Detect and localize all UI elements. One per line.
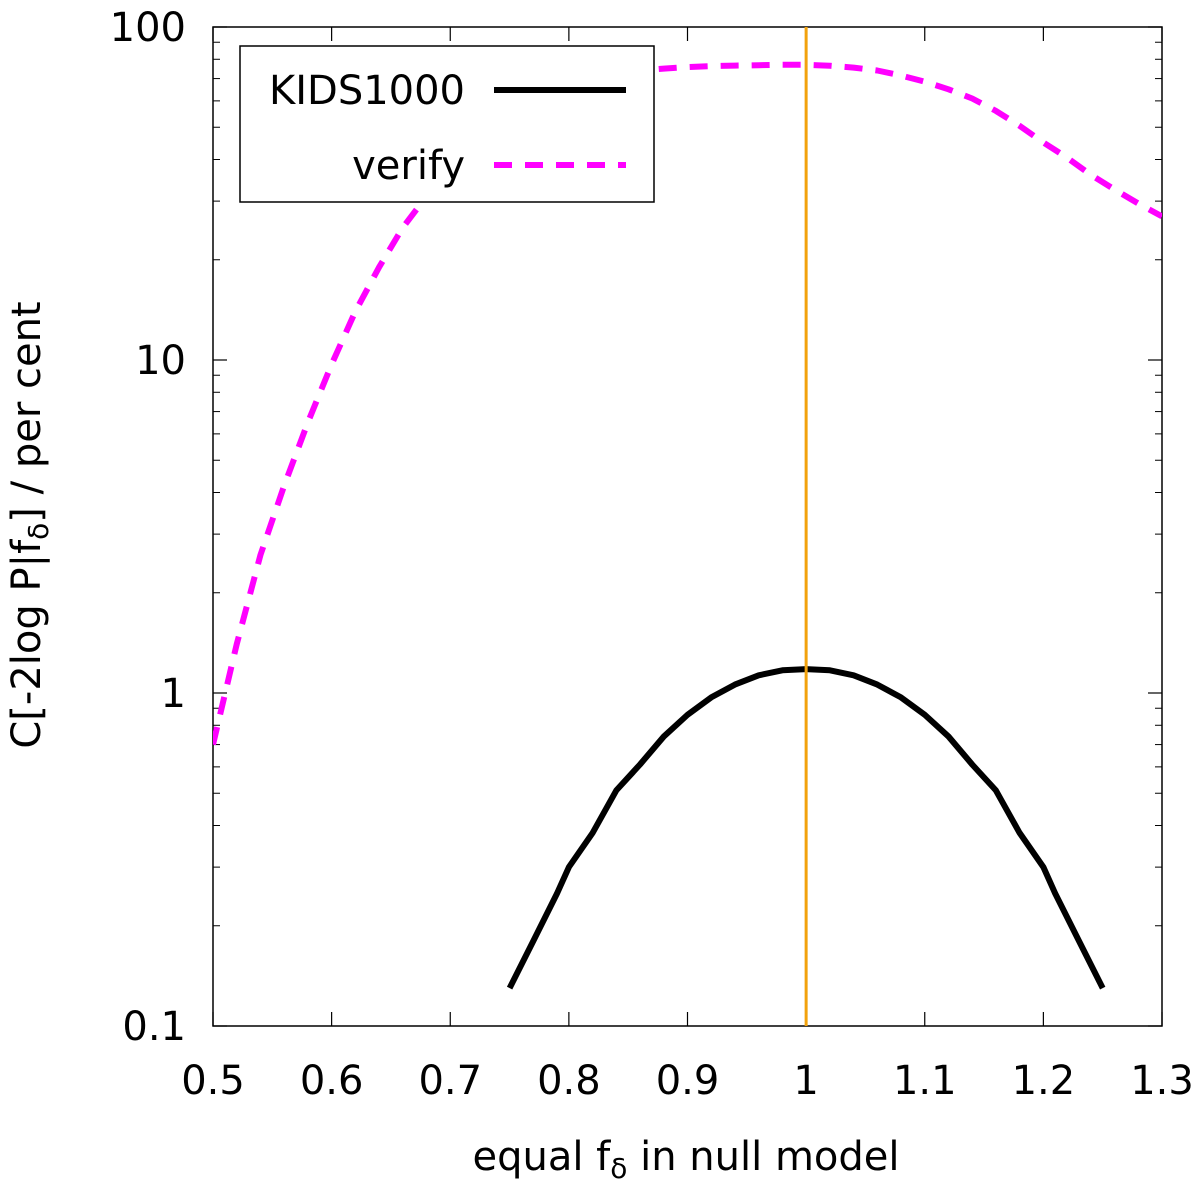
x-tick-label: 0.8 <box>537 1058 601 1104</box>
x-tick-label: 0.9 <box>656 1058 720 1104</box>
y-axis-title-prefix: C[-2log P|f <box>4 539 50 749</box>
legend-box <box>239 45 655 203</box>
x-tick-label: 1.1 <box>893 1058 957 1104</box>
y-axis-title: C[-2log P|fδ] / per cent <box>4 301 55 748</box>
x-axis-title-prefix: equal f <box>472 1134 611 1180</box>
x-axis-title-suffix: in null model <box>627 1134 899 1180</box>
y-tick-label: 0.1 <box>122 1004 186 1050</box>
y-tick-label: 1 <box>161 671 186 717</box>
x-axis-title: equal fδ in null model <box>472 1134 899 1185</box>
y-axis-title-suffix: ] / per cent <box>4 301 50 522</box>
x-tick-label: 1.2 <box>1012 1058 1076 1104</box>
legend-label-verify: verify <box>352 143 465 189</box>
x-tick-label: 1 <box>793 1058 818 1104</box>
x-tick-label: 0.7 <box>418 1058 482 1104</box>
x-tick-label: 0.6 <box>300 1058 364 1104</box>
x-tick-label: 0.5 <box>181 1058 245 1104</box>
y-tick-label: 10 <box>135 338 186 384</box>
y-tick-label: 100 <box>110 5 186 51</box>
x-tick-label: 1.3 <box>1130 1058 1194 1104</box>
legend-label-kids1000: KIDS1000 <box>269 68 465 114</box>
y-axis-title-subscript: δ <box>22 523 55 540</box>
series-line-verify <box>213 61 1162 746</box>
x-axis-title-subscript: δ <box>610 1152 627 1185</box>
